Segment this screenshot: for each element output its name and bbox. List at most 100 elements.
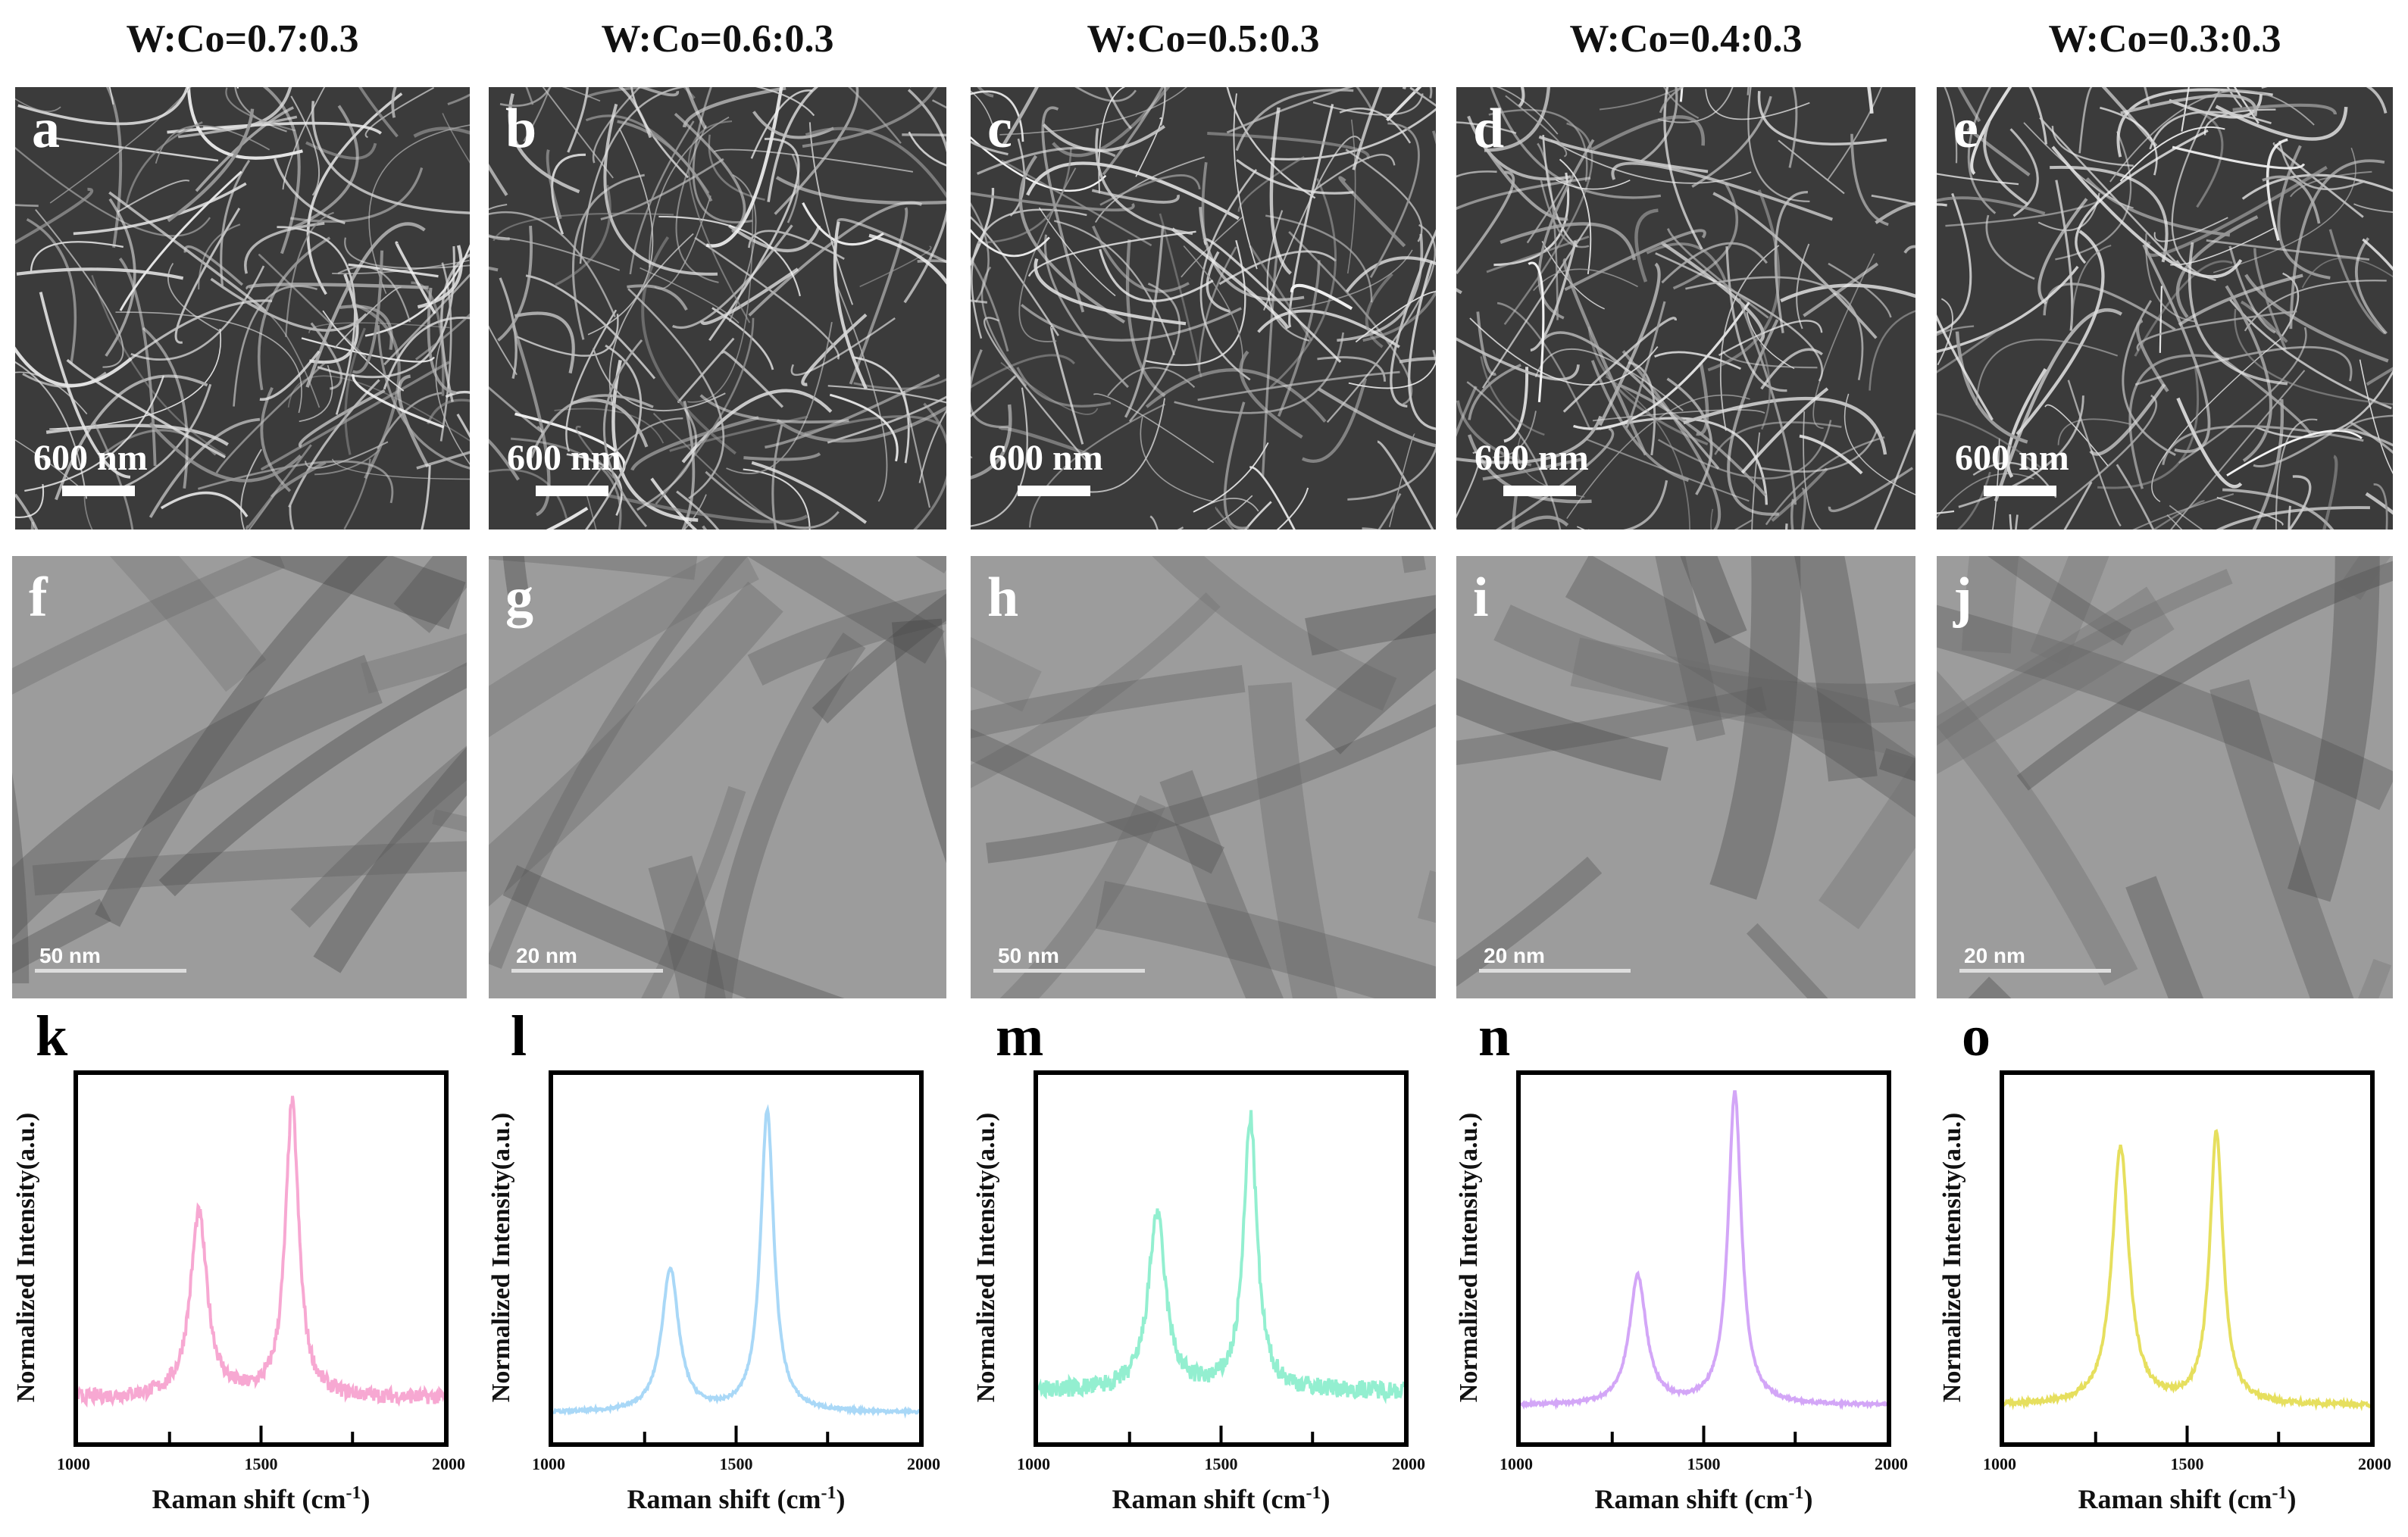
- x-axis-label-end: ): [361, 1484, 371, 1514]
- panel-letter: e: [1953, 98, 1978, 160]
- x-axis-label-text: Raman shift (cm: [152, 1484, 346, 1514]
- x-axis-label-sup: -1: [346, 1483, 361, 1503]
- sem-micrograph: [15, 87, 470, 530]
- scale-bar-label: 20 nm: [516, 944, 577, 967]
- tem-image-panel: f 50 nm: [12, 556, 467, 998]
- x-axis-label-text: Raman shift (cm: [2078, 1484, 2272, 1514]
- panel-letter: l: [511, 1004, 527, 1068]
- panel-letter: i: [1473, 567, 1489, 629]
- raman-chart: [553, 1104, 919, 1442]
- x-tick-label: 1500: [719, 1454, 753, 1473]
- sem-image-panel: e 600 nm: [1937, 87, 2393, 530]
- column-title: W:Co=0.3:0.3: [2048, 17, 2281, 61]
- scale-bar: [511, 969, 663, 973]
- sem-image-panel: d 600 nm: [1456, 87, 1915, 530]
- x-tick-label: 1500: [1687, 1454, 1721, 1473]
- scale-bar: [1479, 969, 1631, 973]
- x-tick-label: 2000: [1875, 1454, 1908, 1473]
- panel-letter: b: [505, 98, 537, 160]
- x-axis-label-sup: -1: [821, 1483, 837, 1503]
- tem-micrograph: [1937, 556, 2393, 998]
- x-tick-label: 1000: [532, 1454, 565, 1473]
- raman-chart: [1038, 1110, 1404, 1442]
- y-axis-label: Normalized Intensity(a.u.): [12, 1112, 40, 1403]
- x-axis-label: Raman shift (cm-1): [73, 1483, 449, 1515]
- panel-letter: f: [29, 567, 48, 629]
- panel-letter: a: [32, 98, 60, 160]
- y-axis-label: Normalized Intensity(a.u.): [1455, 1112, 1483, 1403]
- sem-micrograph: [971, 87, 1436, 530]
- tem-image-panel: h 50 nm: [971, 556, 1436, 998]
- scale-bar-label: 50 nm: [39, 944, 101, 967]
- raman-spectrum-line: [553, 1104, 919, 1419]
- sem-micrograph: [1456, 87, 1915, 530]
- x-axis-label: Raman shift (cm-1): [549, 1483, 924, 1515]
- raman-spectrum-line: [78, 1095, 444, 1408]
- scale-bar-label: 600 nm: [33, 438, 148, 478]
- panel-letter: c: [987, 98, 1012, 160]
- x-axis-label-end: ): [836, 1484, 846, 1514]
- y-axis-label: Normalized Intensity(a.u.): [1938, 1112, 1966, 1403]
- x-axis-label-text: Raman shift (cm: [627, 1484, 821, 1514]
- tem-micrograph: [489, 556, 946, 998]
- column-title: W:Co=0.5:0.3: [1087, 17, 1320, 61]
- raman-spectrum-line: [2004, 1129, 2370, 1411]
- x-axis-label-text: Raman shift (cm: [1594, 1484, 1789, 1514]
- x-axis-label-end: ): [2287, 1484, 2297, 1514]
- raman-plot: [1034, 1070, 1409, 1447]
- x-tick-label: 2000: [2358, 1454, 2391, 1473]
- panel-letter: m: [996, 1004, 1044, 1068]
- sem-image-panel: a 600 nm: [15, 87, 470, 530]
- scale-bar: [35, 969, 186, 973]
- x-axis-label: Raman shift (cm-1): [2000, 1483, 2375, 1515]
- x-tick-label: 1500: [2170, 1454, 2204, 1473]
- panel-letter: k: [36, 1004, 68, 1068]
- sem-micrograph: [1937, 87, 2393, 530]
- scale-bar-label: 50 nm: [998, 944, 1059, 967]
- panel-letter: j: [1953, 567, 1972, 629]
- raman-plot: [549, 1070, 924, 1447]
- panel-letter: n: [1478, 1004, 1511, 1068]
- y-axis-label: Normalized Intensity(a.u.): [972, 1112, 1000, 1403]
- column-title: W:Co=0.6:0.3: [601, 17, 834, 61]
- x-tick-label: 1500: [1204, 1454, 1238, 1473]
- y-axis-label: Normalized Intensity(a.u.): [487, 1112, 515, 1403]
- tem-image-panel: g 20 nm: [489, 556, 946, 998]
- scale-bar: [536, 486, 608, 496]
- tem-micrograph: [12, 556, 467, 984]
- x-axis-label-end: ): [1321, 1484, 1331, 1514]
- panel-letter: g: [505, 567, 533, 629]
- x-tick-label: 2000: [907, 1454, 940, 1473]
- scale-bar-label: 20 nm: [1484, 944, 1545, 967]
- x-tick-label: 1000: [1017, 1454, 1050, 1473]
- x-tick-label: 2000: [432, 1454, 465, 1473]
- scale-bar-label: 600 nm: [1475, 438, 1589, 478]
- tem-image-panel: i 20 nm: [1456, 556, 1915, 998]
- raman-spectrum-line: [1038, 1110, 1404, 1404]
- tem-micrograph: [1456, 556, 1915, 998]
- x-tick-label: 1000: [1983, 1454, 2016, 1473]
- scale-bar-label: 20 nm: [1964, 944, 2025, 967]
- x-axis-label: Raman shift (cm-1): [1034, 1483, 1409, 1515]
- x-axis-label-sup: -1: [1306, 1483, 1321, 1503]
- scale-bar: [1018, 486, 1090, 496]
- column-title: W:Co=0.4:0.3: [1569, 17, 1803, 61]
- raman-plot: [2000, 1070, 2375, 1447]
- x-axis-label: Raman shift (cm-1): [1516, 1483, 1891, 1515]
- scale-bar: [1984, 486, 2056, 496]
- scale-bar-label: 600 nm: [507, 438, 621, 478]
- tem-micrograph: [971, 556, 1436, 998]
- column-title: W:Co=0.7:0.3: [126, 17, 359, 61]
- scale-bar: [1503, 486, 1576, 496]
- x-tick-label: 1500: [244, 1454, 278, 1473]
- sem-image-panel: c 600 nm: [971, 87, 1436, 530]
- x-tick-label: 2000: [1392, 1454, 1425, 1473]
- panel-letter: d: [1473, 98, 1505, 160]
- x-axis-label-end: ): [1803, 1484, 1813, 1514]
- x-axis-label-sup: -1: [2272, 1483, 2288, 1503]
- scale-bar: [1959, 969, 2111, 973]
- x-tick-label: 1000: [1500, 1454, 1533, 1473]
- tem-image-panel: j 20 nm: [1937, 556, 2393, 998]
- raman-plot: [73, 1070, 449, 1447]
- raman-plot: [1516, 1070, 1891, 1447]
